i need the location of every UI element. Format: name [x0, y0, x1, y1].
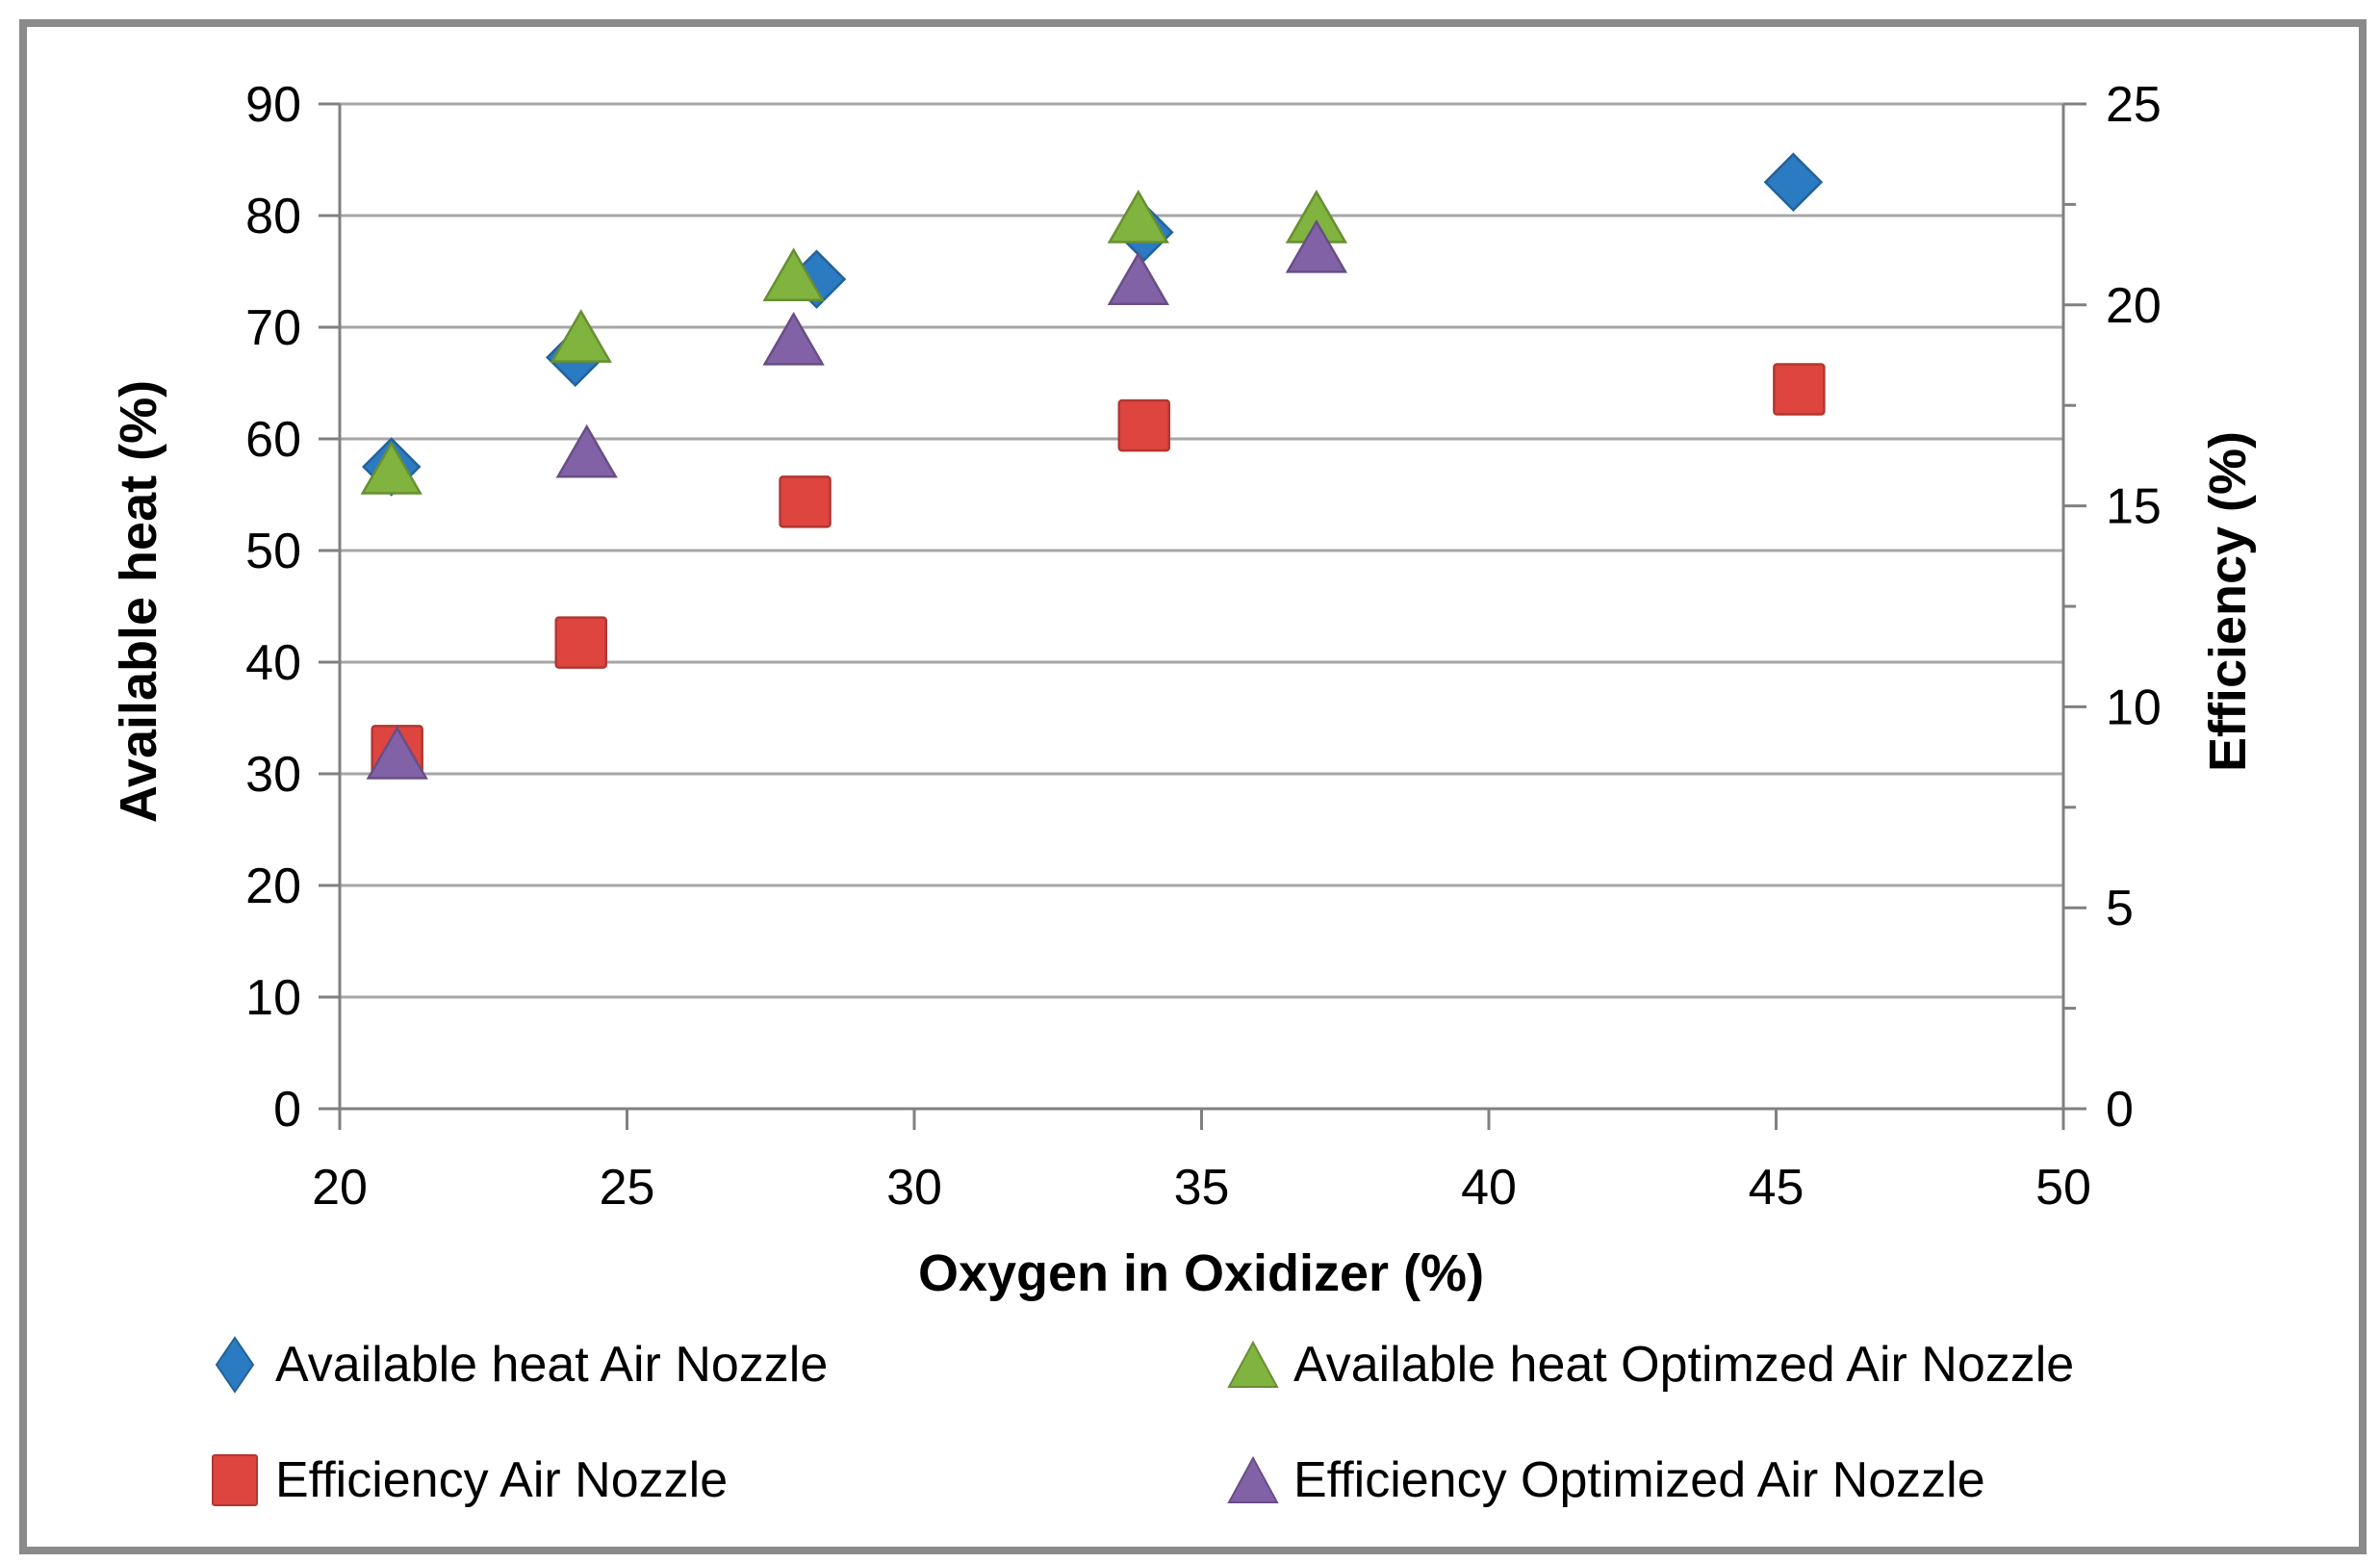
chart-frame: [19, 19, 2367, 1554]
data-point: [360, 440, 422, 495]
data-point: [554, 616, 607, 669]
data-point: [762, 247, 825, 302]
gridlines: [340, 102, 2063, 1111]
series-available-heat-optimzed-air-nozzle: [360, 189, 1348, 495]
data-point: [1117, 398, 1171, 452]
x-axis-title: Oxygen in Oxidizer (%): [918, 1244, 1484, 1302]
legend-label: Efficiency Optimized Air Nozzle: [1293, 1452, 1985, 1508]
y-left-tick-label: 80: [245, 189, 301, 244]
x-tick-label: 30: [886, 1160, 942, 1216]
x-tick-label: 40: [1461, 1160, 1517, 1216]
y-right-tick-label: 5: [2106, 881, 2134, 936]
x-tick-label: 45: [1749, 1160, 1804, 1216]
y-left-tick-label: 0: [273, 1082, 301, 1138]
legend-marker-shape: [215, 1336, 255, 1394]
series-efficiency-optimized-air-nozzle: [366, 218, 1348, 780]
y-right-tick-label: 0: [2106, 1082, 2134, 1138]
y-left-tick-label: 20: [245, 858, 301, 914]
x-tick-label: 35: [1174, 1160, 1230, 1216]
tick-labels: 0 10 20 30 40 50 60 70 80 90 0 5 10 15 20 25 20 25 30 35 40 4…: [245, 77, 2162, 1216]
legend-label: Efficiency Air Nozzle: [275, 1452, 729, 1508]
legend-marker-shape: [212, 1454, 258, 1506]
data-point: [762, 311, 825, 366]
data-point: [1773, 363, 1826, 416]
data-point: [1763, 152, 1824, 212]
y-left-axis-title: Available heat (%): [110, 380, 167, 823]
legend-item-efficiency-optimized-air-nozzle: Efficiency Optimized Air Nozzle: [1222, 1430, 2350, 1530]
y-left-tick-label: 90: [245, 77, 301, 133]
legend-item-efficiency-air-nozzle: Efficiency Air Nozzle: [204, 1430, 1222, 1530]
data-point: [550, 309, 612, 363]
square-marker-icon: [212, 1454, 258, 1506]
data-point: [1107, 251, 1169, 305]
y-right-tick-label: 25: [2106, 77, 2162, 133]
y-left-tick-label: 50: [245, 524, 301, 579]
y-right-tick-label: 20: [2106, 278, 2162, 334]
data-point: [366, 726, 428, 780]
legend-marker-shape: [1227, 1340, 1279, 1388]
y-right-axis-title: Efficiency (%): [2199, 431, 2257, 772]
data-point: [1285, 218, 1348, 273]
triangle-marker-icon: [1227, 1455, 1279, 1503]
y-left-tick-label: 60: [245, 412, 301, 468]
y-left-tick-label: 10: [245, 970, 301, 1026]
series-efficiency-air-nozzle: [371, 363, 1826, 778]
legend: Available heat Air Nozzle Available heat…: [204, 1315, 2350, 1530]
x-tick-label: 20: [312, 1160, 368, 1216]
y-left-tick-label: 40: [245, 635, 301, 691]
diamond-marker-icon: [215, 1336, 255, 1394]
x-tick-label: 50: [2035, 1160, 2091, 1216]
y-left-tick-label: 30: [245, 747, 301, 803]
legend-marker-shape: [1227, 1455, 1279, 1503]
data-point: [1107, 189, 1169, 243]
tick-marks: [319, 102, 2086, 1130]
legend-item-available-heat-air-nozzle: Available heat Air Nozzle: [204, 1315, 1222, 1415]
y-left-tick-label: 70: [245, 300, 301, 356]
triangle-marker-icon: [1227, 1340, 1279, 1388]
x-tick-label: 25: [600, 1160, 655, 1216]
data-point: [779, 475, 832, 528]
data-point: [555, 423, 618, 478]
y-right-tick-label: 10: [2106, 679, 2162, 735]
y-right-tick-label: 15: [2106, 479, 2162, 535]
legend-label: Available heat Optimzed Air Nozzle: [1293, 1337, 2075, 1393]
legend-item-available-heat-optimzed-air-nozzle: Available heat Optimzed Air Nozzle: [1222, 1315, 2350, 1415]
legend-label: Available heat Air Nozzle: [275, 1337, 829, 1393]
